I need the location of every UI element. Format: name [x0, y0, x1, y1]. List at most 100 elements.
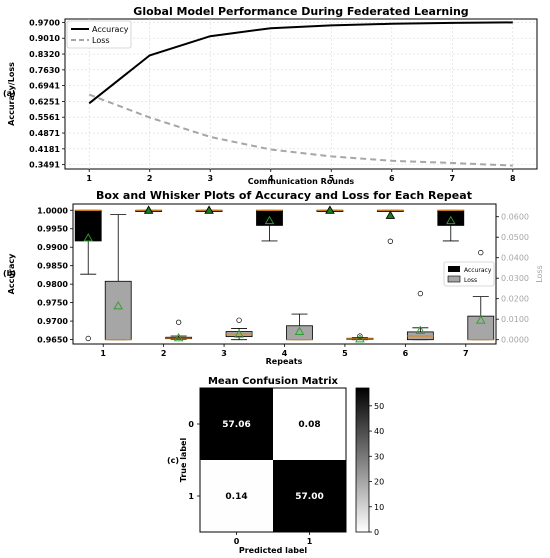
- chart-c-ytick-label: 0: [188, 420, 194, 429]
- confusion-cell-value: 0.08: [298, 420, 320, 430]
- chart-b-ytick-label: 1.0000: [37, 206, 68, 215]
- chart-a-xtick-label: 2: [147, 174, 153, 183]
- chart-b-xtick-label: 1: [100, 349, 106, 358]
- chart-c-panel-label: (c): [167, 456, 179, 465]
- box-accuracy-mean-marker: [325, 205, 335, 214]
- chart-b-xlabel: Repeats: [266, 357, 303, 366]
- chart-b-y2tick-label: 0.0500: [501, 233, 529, 242]
- chart-a-ytick-label: 0.9010: [29, 34, 60, 43]
- chart-b-y2tick-label: 0.0400: [501, 254, 529, 263]
- box-loss-mean-marker: [173, 332, 184, 342]
- chart-b-xtick-label: 3: [221, 349, 227, 358]
- legend-swatch-box-loss: [447, 275, 461, 283]
- box-accuracy-mean-marker: [446, 215, 456, 225]
- chart-b-ytick-label: 0.9700: [37, 317, 68, 326]
- chart-b-xtick-label: 4: [282, 349, 288, 358]
- box-accuracy-body: [256, 209, 283, 226]
- chart-a-xtick-label: 3: [207, 174, 213, 183]
- chart-b-y2tick-label: 0.0000: [501, 336, 529, 345]
- chart-b-ytick-label: 0.9650: [37, 336, 68, 345]
- confusion-cell: [273, 388, 346, 460]
- chart-a-xtick-label: 7: [449, 174, 455, 183]
- colorbar-tick-label: 0: [374, 528, 379, 537]
- chart-b-ylabel: Accuracy: [7, 253, 16, 294]
- box-loss-mean-marker: [113, 300, 123, 310]
- chart-b-title: Box and Whisker Plots of Accuracy and Lo…: [96, 189, 472, 202]
- box-loss-outlier: [357, 333, 363, 339]
- chart-a-legend: Accuracy Loss: [66, 20, 132, 49]
- box-loss-mean-marker: [234, 329, 244, 338]
- chart-c-xtick-label: 0: [234, 537, 240, 546]
- chart-a-ytick-label: 0.9700: [29, 18, 60, 27]
- chart-b-ytick-label: 0.9900: [37, 243, 68, 252]
- chart-b-plot-area: [72, 203, 497, 345]
- chart-a-panel-label: (a): [3, 89, 16, 98]
- chart-b-y2tick-label: 0.0300: [501, 274, 529, 283]
- accuracy-loss-line-chart: Global Model Performance During Federate…: [3, 5, 538, 186]
- chart-b-y2tick-label: 0.0600: [501, 213, 529, 222]
- box-accuracy-mean-marker: [204, 205, 214, 214]
- box-whisker-chart: Box and Whisker Plots of Accuracy and Lo…: [3, 189, 544, 366]
- chart-a-xtick-label: 4: [268, 174, 274, 183]
- box-accuracy-outlier: [85, 335, 91, 342]
- chart-a-ytick-label: 0.4181: [29, 145, 60, 154]
- series-line-accuracy: [88, 21, 513, 105]
- chart-b-panel-label: (b): [3, 269, 16, 278]
- colorbar-tick-label: 40: [374, 427, 384, 436]
- chart-a-xtick-label: 1: [86, 174, 92, 183]
- confusion-cell: [200, 460, 273, 532]
- legend-swatch-box-accuracy: [448, 266, 460, 272]
- box-accuracy-body: [437, 209, 465, 226]
- chart-b-y2tick-label: 0.0100: [501, 315, 529, 324]
- box-accuracy-outlier: [387, 238, 394, 244]
- box-accuracy-mean-marker: [83, 233, 93, 242]
- chart-a-ytick-label: 0.6251: [29, 97, 60, 106]
- chart-c-ylabel: True label: [179, 438, 188, 483]
- chart-b-ytick-label: 0.9750: [37, 299, 68, 308]
- chart-a-ytick-label: 0.5561: [29, 113, 60, 122]
- box-loss-mean-marker: [415, 325, 426, 334]
- confusion-cell-value: 57.00: [295, 492, 323, 502]
- box-loss-mean-marker: [294, 326, 305, 335]
- chart-b-xtick-label: 7: [463, 349, 469, 358]
- chart-a-ylabel: Accuracy/Loss: [7, 62, 16, 126]
- legend-label-box-accuracy: Accuracy: [464, 267, 492, 274]
- colorbar: [355, 387, 370, 533]
- chart-a-xtick-label: 6: [389, 174, 395, 183]
- legend-label-loss: Loss: [92, 36, 110, 45]
- chart-c-title: Mean Confusion Matrix: [208, 376, 339, 387]
- series-line-loss: [88, 93, 513, 167]
- chart-a-xtick-label: 8: [510, 174, 516, 183]
- chart-a-plot-area: [64, 18, 538, 170]
- box-loss-body: [467, 315, 495, 341]
- box-loss-body: [104, 280, 132, 341]
- box-loss-outlier: [175, 319, 182, 325]
- box-loss-outlier: [417, 290, 424, 297]
- confusion-cell: [273, 460, 346, 532]
- chart-c-ytick-label: 1: [188, 492, 194, 501]
- confusion-matrix-heatmap: Mean Confusion Matrix 57.06 0.08 0.14 57.00…: [167, 376, 384, 555]
- confusion-cell-value: 0.14: [225, 492, 247, 502]
- chart-b-xtick-label: 5: [342, 349, 348, 358]
- chart-b-ytick-label: 0.9800: [37, 280, 68, 289]
- chart-a-xtick-label: 5: [328, 174, 334, 183]
- chart-c-frame: [199, 387, 347, 533]
- box-accuracy-mean-marker: [264, 215, 275, 225]
- colorbar-tick-label: 10: [374, 503, 384, 512]
- box-accuracy-mean-marker: [385, 210, 396, 219]
- chart-b-y2label: Loss: [535, 265, 544, 283]
- chart-c-xlabel: Predicted label: [239, 546, 308, 555]
- chart-b-ytick-label: 0.9850: [37, 262, 68, 271]
- legend-label-accuracy: Accuracy: [92, 25, 129, 34]
- colorbar-tick-label: 50: [374, 402, 384, 411]
- chart-a-ytick-label: 0.8320: [29, 50, 60, 59]
- chart-b-xtick-label: 2: [161, 349, 167, 358]
- legend-label-box-loss: Loss: [464, 277, 477, 284]
- chart-b-ytick-label: 0.9950: [37, 225, 68, 234]
- box-loss-mean-marker: [355, 333, 365, 343]
- box-loss-outlier: [478, 249, 484, 256]
- confusion-cell: [200, 388, 273, 460]
- chart-a-ytick-label: 0.6941: [29, 82, 60, 91]
- box-accuracy-mean-marker: [143, 205, 154, 214]
- chart-a-xlabel: Communication Rounds: [248, 177, 355, 186]
